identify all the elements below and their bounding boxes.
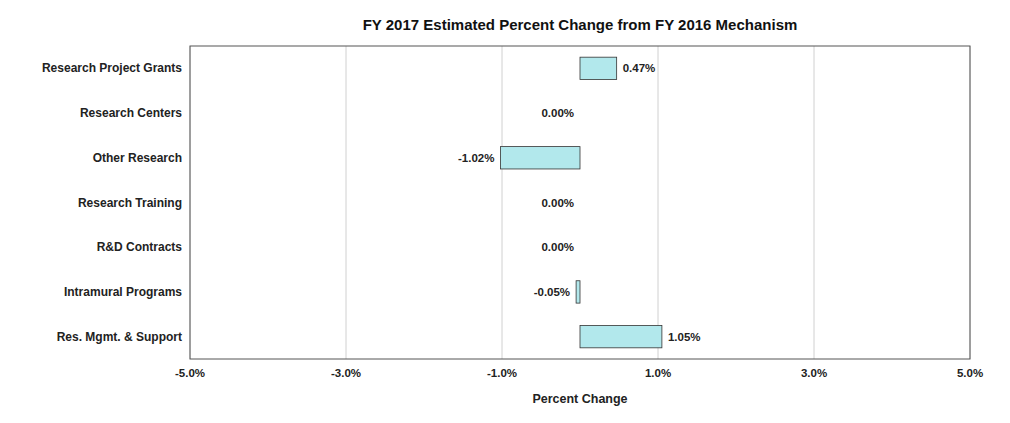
data-label: 0.00% [541, 107, 574, 119]
x-tick-label: 1.0% [645, 367, 671, 379]
data-labels: 0.47% 0.00% -1.02% 0.00% 0.00% -0.05% 1.05% [458, 62, 701, 342]
chart-container: 0.47% 0.00% -1.02% 0.00% 0.00% -0.05% 1.05% Res… [0, 0, 1010, 423]
category-label: Intramural Programs [64, 285, 182, 299]
data-label: 1.05% [668, 331, 701, 343]
data-label: -1.02% [458, 152, 494, 164]
bar [580, 57, 617, 79]
x-axis-title: Percent Change [532, 392, 627, 406]
x-tick-label: -1.0% [487, 367, 517, 379]
x-axis-labels: -5.0% -3.0% -1.0% 1.0% 3.0% 5.0% [175, 367, 983, 379]
bars [500, 57, 661, 348]
grid-line [658, 46, 659, 359]
grid [190, 46, 970, 359]
data-label: 0.00% [541, 241, 574, 253]
bar [576, 281, 580, 303]
data-label: 0.00% [541, 197, 574, 209]
bar [500, 147, 580, 169]
data-label: -0.05% [534, 286, 570, 298]
category-label: Res. Mgmt. & Support [57, 330, 182, 344]
grid-line [814, 46, 815, 359]
bar [580, 102, 581, 124]
x-tick-label: 5.0% [957, 367, 983, 379]
bar [580, 236, 581, 258]
bar [580, 325, 662, 347]
category-label: Research Project Grants [42, 61, 182, 75]
chart-svg: 0.47% 0.00% -1.02% 0.00% 0.00% -0.05% 1.05% Res… [0, 0, 1010, 423]
y-axis-labels: Research Project Grants Research Centers O… [42, 61, 182, 343]
category-label: R&D Contracts [97, 240, 183, 254]
data-label: 0.47% [623, 62, 656, 74]
plot-background [190, 46, 970, 359]
x-tick-label: -3.0% [331, 367, 361, 379]
grid-line [502, 46, 503, 359]
plot-frame [190, 46, 970, 359]
category-label: Other Research [93, 151, 182, 165]
bar [580, 191, 581, 213]
grid-line [346, 46, 347, 359]
category-label: Research Centers [80, 106, 182, 120]
chart-title: FY 2017 Estimated Percent Change from FY… [363, 16, 798, 33]
x-tick-label: -5.0% [175, 367, 205, 379]
category-label: Research Training [78, 196, 182, 210]
x-tick-label: 3.0% [801, 367, 827, 379]
